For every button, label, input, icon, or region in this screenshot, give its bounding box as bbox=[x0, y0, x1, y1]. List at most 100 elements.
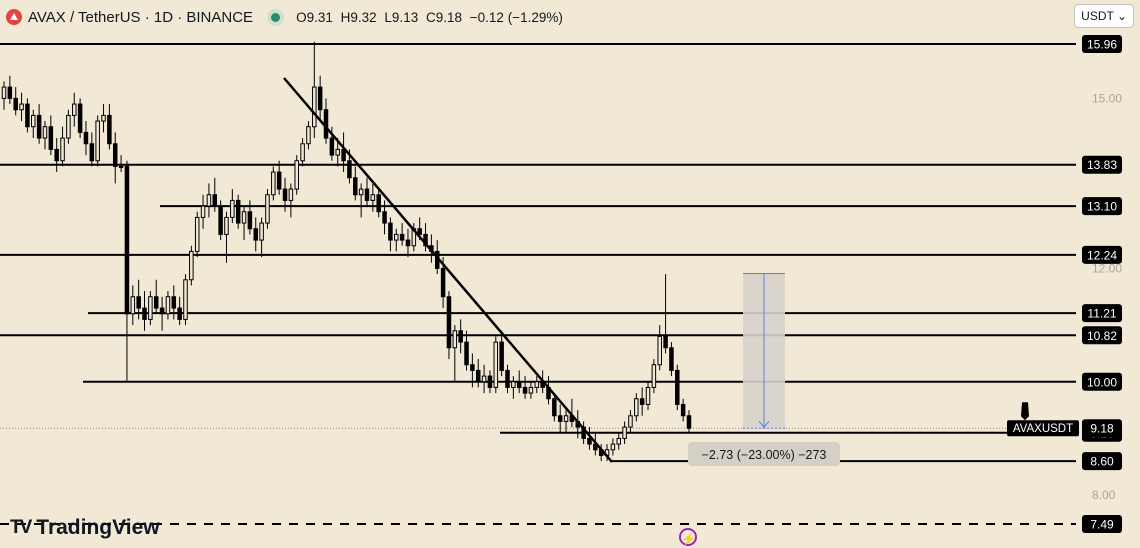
candle-32 bbox=[189, 245, 194, 286]
candle-25 bbox=[148, 291, 153, 326]
low-value: L9.13 bbox=[384, 9, 419, 25]
candle-96 bbox=[563, 410, 569, 433]
brand-name: TradingView bbox=[36, 516, 160, 539]
candle-13 bbox=[77, 98, 83, 139]
candle-14 bbox=[83, 121, 89, 156]
candle-0 bbox=[1, 81, 7, 110]
candle-50 bbox=[294, 155, 299, 195]
candle-82 bbox=[481, 364, 487, 394]
price-label-3: 12.24 bbox=[1087, 248, 1117, 262]
candle-95 bbox=[557, 404, 563, 433]
candle-108 bbox=[634, 393, 639, 422]
tradingview-logo: TV TradingView bbox=[10, 516, 160, 540]
candle-42 bbox=[247, 200, 253, 235]
symbol-title[interactable]: AVAX / TetherUS · 1D · BINANCE bbox=[28, 8, 254, 26]
candle-79 bbox=[464, 330, 469, 371]
candle-78 bbox=[458, 319, 463, 354]
avax-logo-icon bbox=[6, 9, 22, 25]
candle-64 bbox=[376, 189, 381, 218]
candle-2 bbox=[13, 87, 18, 116]
candle-106 bbox=[622, 421, 627, 445]
candle-86 bbox=[505, 364, 510, 394]
candle-38 bbox=[224, 211, 229, 263]
price-label-6: 10.00 bbox=[1087, 375, 1117, 389]
currency-selector[interactable]: USDT ⌄ bbox=[1074, 4, 1134, 28]
candle-48 bbox=[282, 177, 288, 212]
candle-17 bbox=[101, 104, 106, 133]
candle-81 bbox=[475, 359, 481, 388]
candle-90 bbox=[528, 381, 534, 399]
open-value: O9.31 bbox=[296, 9, 333, 25]
downtrend-line bbox=[283, 77, 613, 463]
candle-10 bbox=[60, 126, 65, 167]
candle-41 bbox=[241, 206, 247, 241]
price-label-8: 8.60 bbox=[1090, 455, 1114, 469]
candle-110 bbox=[645, 381, 651, 411]
price-label-box-8 bbox=[1082, 452, 1122, 471]
candle-107 bbox=[628, 410, 633, 433]
candle-34 bbox=[200, 194, 206, 229]
candle-5 bbox=[31, 109, 36, 139]
measure-label: −2.73 (−23.00%) −273 bbox=[702, 448, 827, 462]
candle-87 bbox=[511, 376, 516, 399]
candle-12 bbox=[72, 92, 77, 127]
candle-47 bbox=[276, 160, 282, 195]
candle-60 bbox=[353, 166, 358, 201]
change-value: −0.12 (−1.29%) bbox=[469, 9, 563, 25]
candle-69 bbox=[405, 228, 411, 258]
price-label-box-3 bbox=[1082, 245, 1122, 264]
candle-55 bbox=[323, 98, 329, 144]
candle-116 bbox=[680, 398, 686, 422]
candle-84 bbox=[493, 336, 499, 394]
candle-33 bbox=[194, 211, 200, 258]
candle-7 bbox=[42, 121, 48, 150]
candle-21 bbox=[124, 160, 130, 382]
tradingview-mark-icon: TV bbox=[10, 517, 32, 538]
candle-24 bbox=[142, 291, 147, 331]
candle-19 bbox=[112, 132, 118, 184]
candle-88 bbox=[516, 370, 522, 394]
candle-20 bbox=[118, 155, 124, 173]
ohlc-readout: O9.31 H9.32 L9.13 C9.18 −0.12 (−1.29%) bbox=[296, 10, 567, 25]
price-label-box-0 bbox=[1082, 35, 1122, 53]
candle-40 bbox=[235, 194, 241, 229]
candle-99 bbox=[581, 421, 586, 445]
y-tick-label-1: 12.00 bbox=[1092, 261, 1122, 275]
candle-115 bbox=[675, 364, 680, 411]
price-label-box-9 bbox=[1082, 515, 1122, 533]
candle-36 bbox=[212, 177, 218, 212]
measure-label-box bbox=[688, 442, 840, 466]
candle-85 bbox=[499, 330, 504, 377]
candle-61 bbox=[358, 183, 364, 218]
candle-109 bbox=[639, 387, 645, 416]
candle-11 bbox=[66, 109, 71, 144]
candle-66 bbox=[388, 217, 393, 252]
symbol-flag-icon bbox=[1021, 402, 1029, 421]
candle-77 bbox=[452, 325, 458, 382]
price-label-box-1 bbox=[1082, 155, 1122, 174]
candle-27 bbox=[159, 296, 165, 331]
high-value: H9.32 bbox=[340, 9, 377, 25]
close-value: C9.18 bbox=[425, 9, 463, 25]
market-status-icon bbox=[271, 12, 281, 22]
candle-117 bbox=[686, 410, 692, 433]
y-tick-label-0: 8.00 bbox=[1092, 488, 1116, 502]
price-label-5: 10.82 bbox=[1087, 329, 1117, 343]
candle-39 bbox=[230, 189, 235, 224]
candle-94 bbox=[552, 393, 557, 422]
candle-113 bbox=[663, 274, 668, 354]
candle-6 bbox=[36, 104, 42, 144]
candle-114 bbox=[669, 342, 674, 377]
candle-29 bbox=[171, 285, 177, 320]
candle-35 bbox=[206, 183, 212, 218]
candle-105 bbox=[616, 432, 622, 450]
price-label-box-4 bbox=[1082, 304, 1122, 323]
candle-65 bbox=[382, 200, 387, 235]
candle-89 bbox=[522, 376, 528, 399]
candle-54 bbox=[317, 75, 323, 122]
price-label-2: 13.10 bbox=[1087, 200, 1117, 214]
candle-53 bbox=[312, 41, 317, 139]
candle-4 bbox=[25, 98, 30, 133]
lightning-icon[interactable]: ⚡ bbox=[679, 528, 697, 546]
